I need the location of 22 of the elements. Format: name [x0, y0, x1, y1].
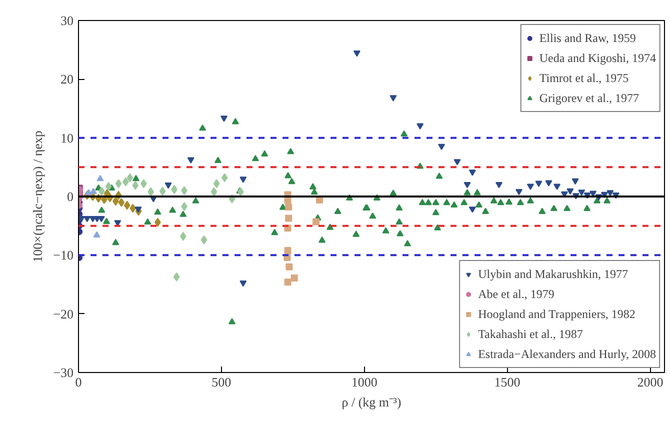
- legend-label: Estrada−Alexanders and Hurly, 2008: [478, 346, 656, 362]
- legend-label: Abe et al., 1979: [478, 286, 554, 302]
- legend-label: Timrot et al., 1975: [539, 70, 629, 86]
- legend-label: Takahashi et al., 1987: [478, 326, 583, 342]
- x-tick-label: 500: [212, 374, 232, 390]
- x-tick-label: 1000: [351, 374, 378, 390]
- legend-label: Grigorev et al., 1977: [539, 90, 639, 106]
- y-tick-label: 30: [60, 13, 74, 28]
- x-tick-label: 1500: [494, 374, 520, 390]
- legend-label: Hoogland and Trappeniers, 1982: [478, 306, 636, 322]
- x-axis-title: ρ / (kg m⁻³): [342, 394, 402, 410]
- y-tick-label: −20: [53, 306, 74, 322]
- y-tick-label: −10: [53, 248, 74, 263]
- legend-label: Ueda and Kigoshi, 1974: [539, 50, 656, 66]
- y-axis-title: 100×(ηcalc−ηexp) / ηexp: [30, 130, 46, 262]
- x-tick-label: 2000: [637, 374, 664, 390]
- y-tick-label: 0: [67, 189, 74, 204]
- y-tick-label: 10: [60, 130, 74, 146]
- legend-label: Ulybin and Makarushkin, 1977: [478, 266, 628, 282]
- y-tick-label: −30: [53, 365, 74, 380]
- legend-label: Ellis and Raw, 1959: [539, 30, 636, 46]
- y-tick-label: 20: [60, 72, 74, 87]
